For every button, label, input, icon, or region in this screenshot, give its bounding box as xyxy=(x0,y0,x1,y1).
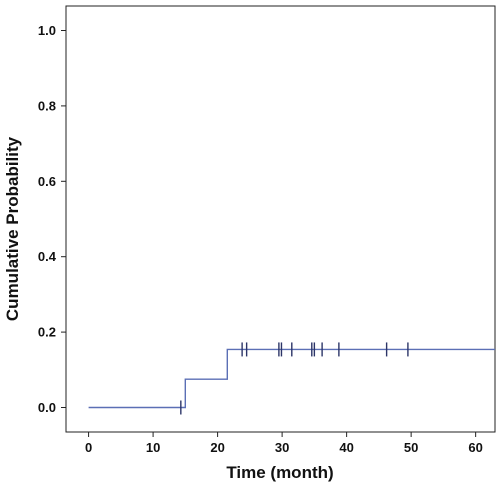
x-axis-label: Time (month) xyxy=(226,463,333,482)
y-tick-label: 0.6 xyxy=(38,174,56,189)
x-tick-label: 10 xyxy=(146,440,160,455)
y-tick-label: 0.8 xyxy=(38,98,56,113)
x-tick-label: 0 xyxy=(85,440,92,455)
x-tick-label: 20 xyxy=(210,440,224,455)
y-tick-label: 0.0 xyxy=(38,400,56,415)
x-tick-label: 40 xyxy=(339,440,353,455)
y-tick-label: 1.0 xyxy=(38,23,56,38)
survival-step-line xyxy=(88,348,495,409)
x-tick-label: 60 xyxy=(468,440,482,455)
y-axis-ticks: 0.0 0.2 0.4 0.6 0.8 1.0 xyxy=(38,23,66,415)
x-tick-label: 50 xyxy=(404,440,418,455)
series-group xyxy=(88,342,495,415)
y-axis-label: Cumulative Probability xyxy=(3,136,22,321)
plot-frame xyxy=(65,5,496,433)
x-tick-label: 30 xyxy=(275,440,289,455)
y-tick-label: 0.2 xyxy=(38,325,56,340)
x-axis-ticks: 0 10 20 30 40 50 60 xyxy=(85,432,483,455)
y-tick-label: 0.4 xyxy=(38,249,57,264)
